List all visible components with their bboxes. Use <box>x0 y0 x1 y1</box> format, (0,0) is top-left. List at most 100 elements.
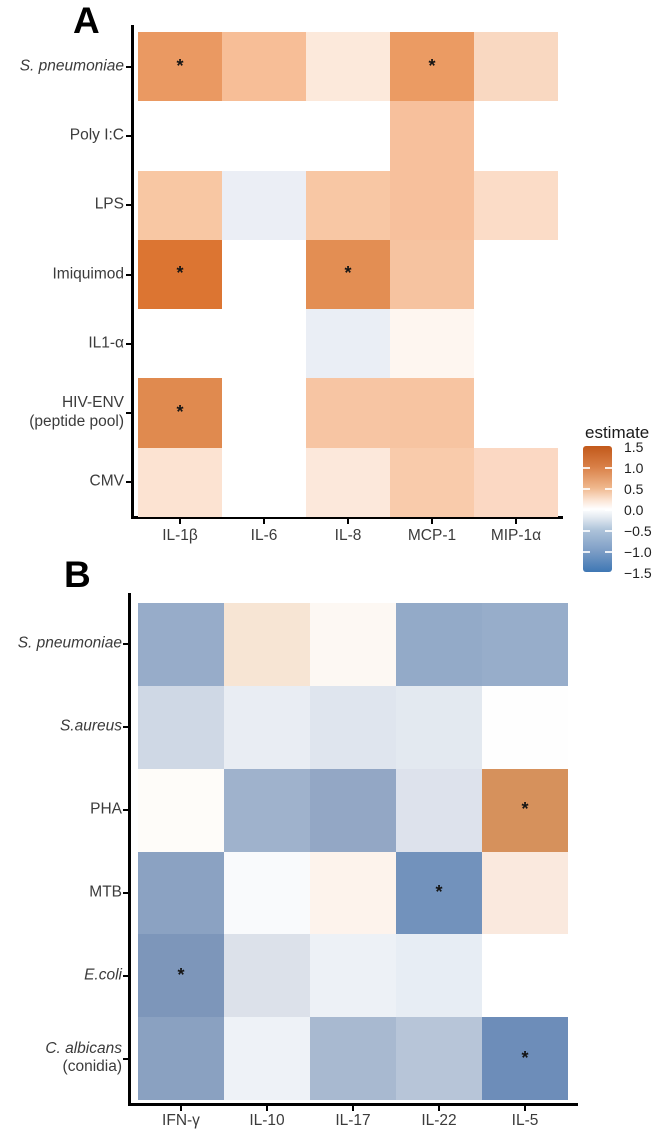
heatmap-cell <box>482 851 568 935</box>
heatmap-cell: * <box>482 768 568 852</box>
col-label: IFN-γ <box>162 1112 200 1129</box>
heatmap-cell <box>222 309 306 379</box>
heatmap-cell <box>224 934 310 1018</box>
y-axis-tick <box>126 273 131 276</box>
heatmap-cell <box>138 1017 224 1100</box>
col-label: IL-8 <box>334 527 362 544</box>
row-label: S. pneumoniae <box>18 635 122 654</box>
row-label: MTB <box>89 883 122 902</box>
heatmap-cell <box>224 603 310 686</box>
row-label: IL1-α <box>88 334 124 353</box>
colorbar-tick <box>583 467 590 469</box>
heatmap-cell <box>390 239 474 310</box>
col-label: IL-5 <box>511 1112 539 1129</box>
significance-star: * <box>435 881 443 902</box>
heatmap-cell <box>474 32 558 102</box>
row-label-line: PHA <box>90 800 122 818</box>
heatmap-cell <box>482 603 568 686</box>
heatmap-cell <box>474 378 558 448</box>
row-label: S. pneumoniae <box>20 57 124 76</box>
col-label: IL-22 <box>421 1112 457 1129</box>
heatmap-cell <box>474 447 558 517</box>
y-axis-tick <box>126 412 131 415</box>
row-label-line: S. pneumoniae <box>19 57 124 75</box>
heatmap-cell <box>306 101 390 171</box>
colorbar-tick <box>605 467 612 469</box>
heatmap-grid: * * * * <box>138 603 568 1100</box>
row-label: C. albicans (conidia) <box>45 1040 122 1078</box>
heatmap-cell <box>222 170 306 240</box>
significance-star: * <box>176 402 184 423</box>
colorbar-tick <box>583 488 590 490</box>
heatmap-cell <box>222 32 306 102</box>
x-axis-tick <box>438 1106 440 1111</box>
heatmap-cell <box>138 447 222 517</box>
heatmap-cell <box>224 685 310 769</box>
significance-star: * <box>177 964 185 985</box>
heatmap-grid: * * * * * <box>138 32 558 517</box>
heatmap-cell <box>396 1017 482 1100</box>
x-axis-tick <box>352 1106 354 1111</box>
x-axis-tick <box>515 519 517 524</box>
y-axis-tick <box>126 481 131 484</box>
col-label: IL-1β <box>162 527 198 544</box>
heatmap-cell <box>396 603 482 686</box>
row-label-line: MTB <box>89 883 122 901</box>
heatmap-cell: * <box>138 32 222 102</box>
row-label-line: S.aureus <box>59 717 122 735</box>
x-axis-tick <box>347 519 349 524</box>
legend-tick-label: −0.5 <box>624 523 652 539</box>
heatmap-cell <box>138 101 222 171</box>
y-axis-tick <box>123 891 128 894</box>
y-axis-tick <box>126 134 131 137</box>
col-label: MIP-1α <box>490 527 542 544</box>
y-axis-tick <box>126 342 131 345</box>
heatmap-cell <box>390 101 474 171</box>
heatmap-cell <box>306 378 390 448</box>
significance-star: * <box>344 263 352 284</box>
heatmap-cell: * <box>138 378 222 448</box>
row-label-line: CMV <box>89 472 124 490</box>
y-axis-tick <box>123 726 128 729</box>
heatmap-cell <box>482 685 568 769</box>
row-label-line: Imiquimod <box>52 265 125 283</box>
col-label: IL-10 <box>249 1112 285 1129</box>
x-axis-tick <box>179 519 181 524</box>
heatmap-cell <box>224 851 310 935</box>
col-label: MCP-1 <box>407 527 457 544</box>
row-label: CMV <box>90 473 124 492</box>
row-label: S.aureus <box>60 718 122 737</box>
heatmap-cell <box>474 239 558 310</box>
heatmap-cell <box>482 934 568 1018</box>
y-axis-tick <box>126 204 131 207</box>
heatmap-cell <box>306 32 390 102</box>
row-label: HIV-ENV (peptide pool) <box>29 394 124 432</box>
col-label: IL-6 <box>250 527 278 544</box>
row-label-line: LPS <box>94 195 124 213</box>
heatmap-cell <box>396 934 482 1018</box>
x-axis-tick <box>263 519 265 524</box>
heatmap-cell <box>310 1017 396 1100</box>
colorbar-tick <box>583 551 590 553</box>
row-label: E.coli <box>84 966 122 985</box>
legend-tick-label: 1.0 <box>624 460 644 476</box>
heatmap-cell <box>310 851 396 935</box>
row-label-line: C. albicans <box>45 1039 122 1057</box>
legend-tick-label: −1.5 <box>624 565 652 581</box>
row-label-line: S. pneumoniae <box>17 634 122 652</box>
panel-b-x-axis <box>128 1103 578 1106</box>
heatmap-cell <box>138 685 224 769</box>
heatmap-cell <box>222 101 306 171</box>
x-axis-tick <box>180 1106 182 1111</box>
colorbar-tick <box>605 530 612 532</box>
heatmap-cell <box>138 768 224 852</box>
heatmap-cell <box>310 768 396 852</box>
heatmap-cell: * <box>390 32 474 102</box>
colorbar-tick <box>583 509 590 511</box>
y-axis-tick <box>126 65 131 68</box>
y-axis-tick <box>123 809 128 812</box>
heatmap-cell <box>390 170 474 240</box>
row-label: PHA <box>90 801 122 820</box>
panel-a-x-axis <box>131 516 563 519</box>
